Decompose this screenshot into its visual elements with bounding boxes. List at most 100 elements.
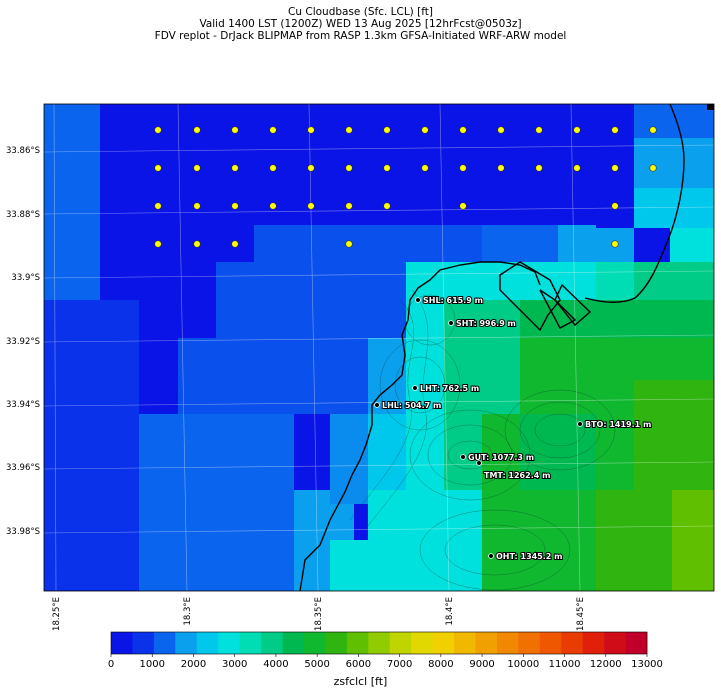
yellow-marker <box>497 126 505 134</box>
ocean-field-s <box>139 414 294 591</box>
yellow-marker <box>193 240 201 248</box>
colorbar-swatch <box>282 632 305 654</box>
colorbar-swatch <box>582 632 605 654</box>
latitude-labels: 33.86°S 33.88°S 33.9°S 33.92°S 33.94°S 33.96°… <box>6 146 40 537</box>
colorbar-swatch <box>303 632 326 654</box>
lon-tick-label: 18.3°E <box>183 597 193 626</box>
coastline <box>299 104 685 591</box>
title-line-3: FDV replot - DrJack BLIPMAP from RASP 1.… <box>154 30 567 42</box>
colorbar-swatch <box>432 632 455 654</box>
yellow-marker <box>269 126 277 134</box>
yellow-marker <box>649 164 657 172</box>
yellow-marker <box>611 126 619 134</box>
yellow-marker <box>231 240 239 248</box>
site-label-tmt: TMT: 1262.4 m <box>484 471 550 480</box>
colorbar-swatch <box>111 632 133 654</box>
graticule <box>44 104 714 591</box>
lat-tick-label: 33.96°S <box>6 463 40 473</box>
lat-tick-label: 33.94°S <box>6 400 40 410</box>
colorbar-swatch <box>153 632 176 654</box>
yellow-marker <box>345 202 353 210</box>
colorbar-swatch <box>539 632 562 654</box>
yellow-marker <box>497 164 505 172</box>
longitude-labels: 18.25°E 18.3°E 18.35°E 18.4°E 18.45°E <box>52 597 586 631</box>
land-field-green7 <box>444 414 482 490</box>
yellow-marker <box>154 240 162 248</box>
yellow-marker <box>535 164 543 172</box>
yellow-marker <box>231 126 239 134</box>
ocean-field-n2 <box>558 225 596 262</box>
colorbar-swatch <box>175 632 198 654</box>
yellow-marker <box>649 126 657 134</box>
yellow-marker <box>231 202 239 210</box>
yellow-marker <box>345 126 353 134</box>
terrain-contours <box>349 289 616 591</box>
site-marker-tmt <box>476 460 482 466</box>
yellow-marker <box>193 126 201 134</box>
colorbar-tick-label: 5000 <box>304 659 329 670</box>
colorbar-tick-label: 11000 <box>549 659 581 670</box>
ocean-field-ne <box>634 104 714 138</box>
ocean-field-mid3 <box>254 225 484 262</box>
yellow-marker <box>573 126 581 134</box>
yellow-marker <box>459 164 467 172</box>
colorbar-swatch <box>604 632 626 654</box>
colorbar-swatch <box>261 632 283 654</box>
land-field-green6 <box>520 414 596 490</box>
colorbar-tick-label: 2000 <box>181 659 206 670</box>
colorbar-swatch <box>454 632 476 654</box>
colorbar-tick-label: 9000 <box>469 659 494 670</box>
map-title: Cu Cloudbase (Sfc. LCL) [ft] Valid 1400 … <box>0 6 721 42</box>
title-line-2: Valid 1400 LST (1200Z) WED 13 Aug 2025 [… <box>199 18 522 30</box>
lat-tick-label: 33.98°S <box>6 527 40 537</box>
colorbar-tick-label: 1000 <box>140 659 165 670</box>
colorbar-tick-label: 0 <box>108 659 114 670</box>
yellow-marker <box>345 164 353 172</box>
colorbar-swatch <box>496 632 519 654</box>
colorbar: 0 1000 2000 3000 4000 5000 6000 7000 8000 9000 100… <box>108 631 663 670</box>
yellow-marker <box>383 202 391 210</box>
site-label-lht: LHT: 762.5 m <box>420 384 479 393</box>
colorbar-swatch <box>411 632 433 654</box>
colorbar-swatch <box>218 632 240 654</box>
land-field-yellowgreen <box>634 380 714 490</box>
ocean-field-ne2 <box>634 138 714 188</box>
ocean-field-west-cell <box>44 104 100 300</box>
yellow-marker <box>345 240 353 248</box>
colorbar-tick-label: 4000 <box>263 659 288 670</box>
site-marker-shl <box>415 297 421 303</box>
colorbar-swatch <box>625 632 648 654</box>
colorbar-tick-label: 8000 <box>428 659 453 670</box>
land-field-green2 <box>520 300 714 338</box>
colorbar-swatch <box>389 632 412 654</box>
ne-corner-mark <box>707 104 714 110</box>
site-label-sht: SHT: 996.9 m <box>456 319 516 328</box>
site-label-oht: OHT: 1345.2 m <box>496 552 563 561</box>
colorbar-frame <box>110 631 648 655</box>
site-marker-sht <box>448 320 454 326</box>
yellow-marker <box>307 164 315 172</box>
yellow-marker <box>307 202 315 210</box>
colorbar-tick-label: 13000 <box>631 659 663 670</box>
site-labels: SHL: 615.9 m SHT: 996.9 m LHT: 762.5 m LHL:… <box>374 295 652 562</box>
yellow-marker <box>154 126 162 134</box>
yellow-marker <box>535 126 543 134</box>
lat-tick-label: 33.88°S <box>6 210 40 220</box>
yellow-marker <box>307 126 315 134</box>
yellow-marker <box>459 126 467 134</box>
ocean-field-ne4 <box>670 228 714 268</box>
yellow-marker <box>193 202 201 210</box>
site-marker-bto <box>577 421 583 427</box>
land-field-lime <box>672 490 714 591</box>
yellow-marker <box>611 240 619 248</box>
site-marker-lht <box>412 385 418 391</box>
colorbar-swatch <box>561 632 583 654</box>
lat-tick-label: 33.9°S <box>11 273 40 283</box>
colorbar-swatch <box>368 632 391 654</box>
lon-tick-label: 18.45°E <box>576 597 586 631</box>
lon-tick-label: 18.35°E <box>314 597 324 631</box>
colorbar-tick-label: 10000 <box>507 659 539 670</box>
yellow-marker <box>383 126 391 134</box>
plot-frame <box>43 103 715 592</box>
ocean-field-mid2 <box>216 262 406 338</box>
